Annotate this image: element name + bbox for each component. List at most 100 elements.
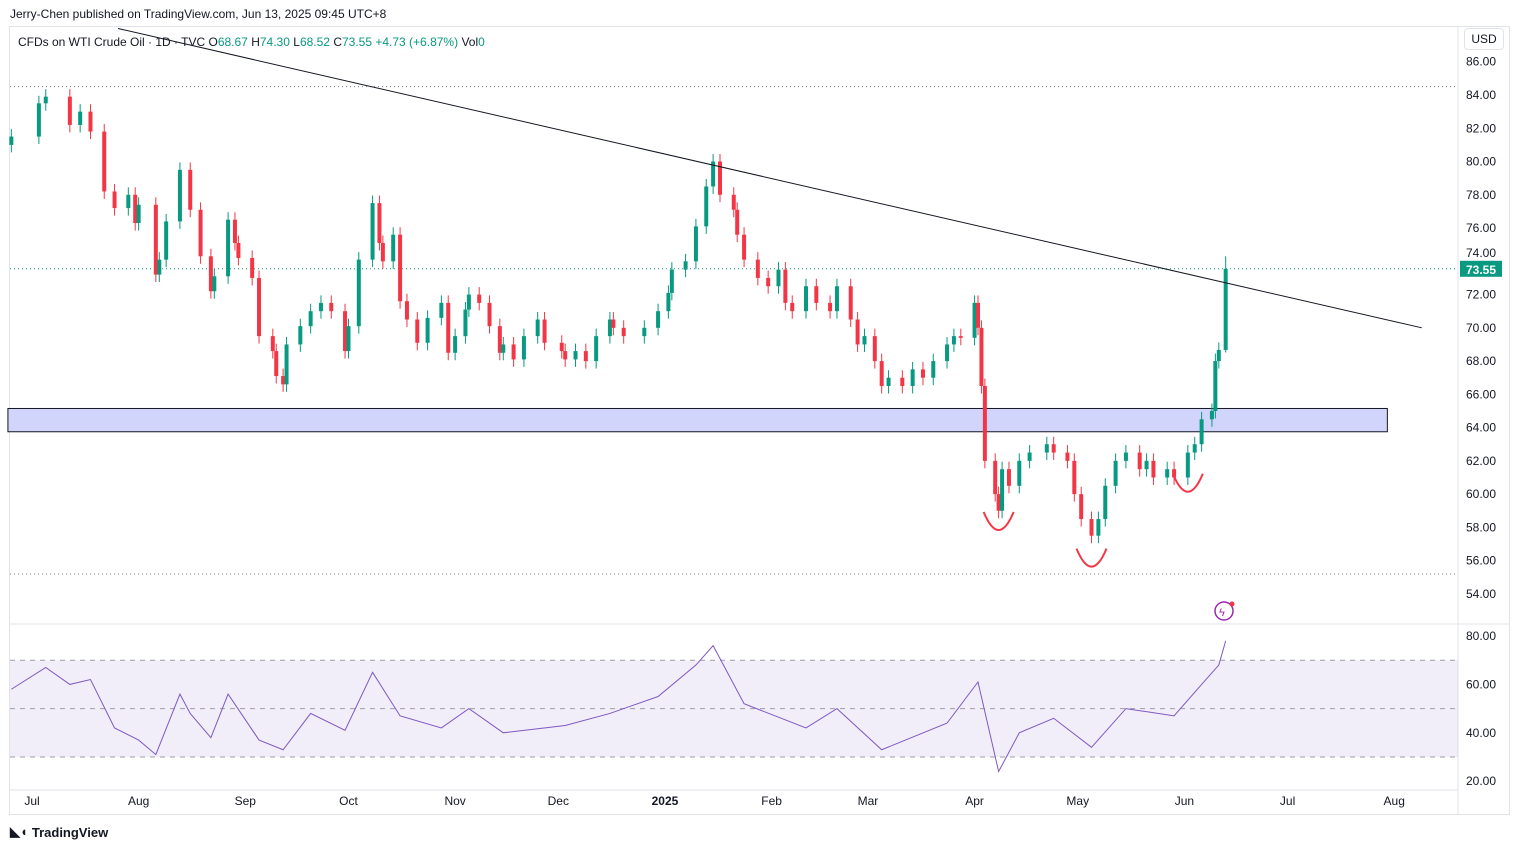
time-tick: Aug	[128, 794, 149, 808]
trendline	[117, 27, 1422, 329]
candle-body	[976, 302, 980, 328]
candle-body	[208, 256, 213, 292]
candle-body	[1151, 460, 1156, 478]
candle-body	[153, 204, 158, 275]
candle-body	[398, 234, 403, 302]
candle-body	[329, 302, 334, 312]
candle-body	[1192, 444, 1197, 453]
candle-body	[453, 336, 458, 353]
candle-body	[1000, 469, 1005, 511]
candle-body	[872, 336, 877, 362]
candle-body	[1172, 469, 1177, 478]
candle-body	[1089, 519, 1094, 536]
time-tick: Jul	[1280, 794, 1295, 808]
candle-body	[212, 276, 217, 292]
candle-body	[1123, 452, 1128, 461]
tv-logo-icon: ◣◖	[10, 824, 28, 839]
time-tick: Sep	[235, 794, 257, 808]
candle-body	[477, 294, 482, 303]
candle-body	[766, 277, 771, 287]
symbol-name[interactable]: CFDs on WTI Crude Oil · 1D · TVC	[18, 35, 206, 49]
close-value: 73.55	[341, 35, 373, 49]
candle-body	[828, 302, 833, 312]
price-tick: 82.00	[1466, 121, 1496, 135]
candle-body	[1065, 452, 1070, 461]
candle-body	[886, 377, 891, 387]
candle-body	[704, 186, 709, 227]
price-tick: 66.00	[1466, 387, 1496, 401]
candle-body	[463, 309, 468, 337]
candle-body	[535, 319, 540, 337]
candle-body	[298, 326, 303, 345]
candle-body	[88, 111, 93, 132]
candle-body	[188, 169, 193, 210]
pattern-arc	[982, 511, 1015, 531]
candle-body	[563, 351, 568, 360]
candle-body	[1072, 460, 1077, 495]
tradingview-logo[interactable]: ◣◖ TradingView	[10, 824, 108, 840]
candle-body	[250, 257, 255, 278]
time-tick: Aug	[1384, 794, 1405, 808]
candle-body	[391, 234, 396, 262]
candle-body	[1213, 361, 1218, 411]
candle-body	[136, 204, 141, 224]
candle-body	[982, 386, 987, 461]
candle-body	[1017, 460, 1022, 486]
candle-body	[284, 344, 289, 385]
pattern-arc	[1171, 473, 1204, 493]
time-tick: 2025	[652, 794, 679, 808]
price-tick: 84.00	[1466, 88, 1496, 102]
candle-body	[9, 136, 14, 145]
price-tick: 60.00	[1466, 487, 1496, 501]
candle-body	[755, 259, 760, 278]
price-tick: 58.00	[1466, 520, 1496, 534]
candle-body	[177, 169, 182, 222]
candle-body	[157, 259, 162, 275]
candle-body	[1223, 268, 1228, 350]
candle-body	[226, 219, 231, 277]
rsi-tick: 40.00	[1466, 726, 1496, 740]
candle-body	[669, 269, 674, 293]
price-tick: 86.00	[1466, 55, 1496, 69]
candle-body	[804, 286, 808, 312]
candle-body	[1144, 460, 1149, 470]
candle-body	[425, 317, 430, 343]
candle-body	[879, 361, 884, 387]
candle-body	[1051, 444, 1056, 453]
pattern-arc	[1075, 548, 1108, 568]
candle-body	[776, 269, 781, 287]
alert-dot-icon	[1229, 601, 1235, 607]
candle-body	[611, 319, 616, 328]
candle-body	[466, 294, 471, 310]
symbol-legend: CFDs on WTI Crude Oil · 1D · TVC O68.67 …	[18, 35, 485, 49]
volume-label: Vol	[461, 35, 479, 49]
candle-body	[126, 194, 131, 209]
candle-body	[958, 336, 963, 338]
volume-value: 0	[478, 35, 485, 49]
candle-body	[656, 311, 661, 328]
candle-body	[945, 344, 950, 362]
candle-body	[1103, 485, 1108, 520]
candle-body	[951, 336, 956, 345]
candle-body	[43, 96, 48, 104]
candle-body	[133, 194, 138, 224]
price-tick: 62.00	[1466, 454, 1496, 468]
candle-body	[1185, 452, 1190, 478]
publisher-line: Jerry-Chen published on TradingView.com,…	[10, 7, 387, 21]
candle-body	[164, 221, 169, 260]
currency-button[interactable]: USD	[1464, 28, 1504, 50]
price-tick: 74.00	[1466, 246, 1496, 260]
candle-body	[487, 302, 492, 327]
time-tick: Mar	[858, 794, 879, 808]
candle-body	[1137, 452, 1142, 470]
lightning-icon	[1214, 601, 1234, 621]
price-tick: 72.00	[1466, 288, 1496, 302]
candle-body	[834, 286, 839, 312]
candle-body	[542, 319, 547, 343]
price-tick: 76.00	[1466, 221, 1496, 235]
candle-body	[274, 351, 279, 377]
rsi-tick: 60.00	[1466, 677, 1496, 691]
candle-body	[232, 219, 237, 244]
last-price-badge	[1460, 260, 1502, 277]
